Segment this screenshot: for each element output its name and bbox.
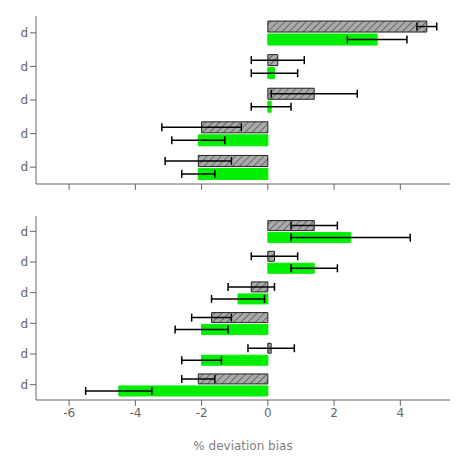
- svg-text:d: d: [20, 317, 28, 331]
- svg-text:d: d: [20, 160, 28, 174]
- svg-text:d: d: [20, 255, 28, 269]
- svg-text:% deviation bias: % deviation bias: [193, 439, 292, 453]
- svg-text:d: d: [20, 225, 28, 239]
- svg-text:0: 0: [264, 406, 272, 420]
- svg-text:d: d: [20, 26, 28, 40]
- svg-text:-6: -6: [63, 406, 75, 420]
- svg-text:d: d: [20, 347, 28, 361]
- svg-text:d: d: [20, 127, 28, 141]
- svg-text:-2: -2: [196, 406, 208, 420]
- svg-text:d: d: [20, 60, 28, 74]
- svg-text:-4: -4: [129, 406, 141, 420]
- svg-text:2: 2: [330, 406, 338, 420]
- svg-text:d: d: [20, 93, 28, 107]
- svg-text:d: d: [20, 378, 28, 392]
- svg-text:4: 4: [396, 406, 404, 420]
- svg-text:d: d: [20, 286, 28, 300]
